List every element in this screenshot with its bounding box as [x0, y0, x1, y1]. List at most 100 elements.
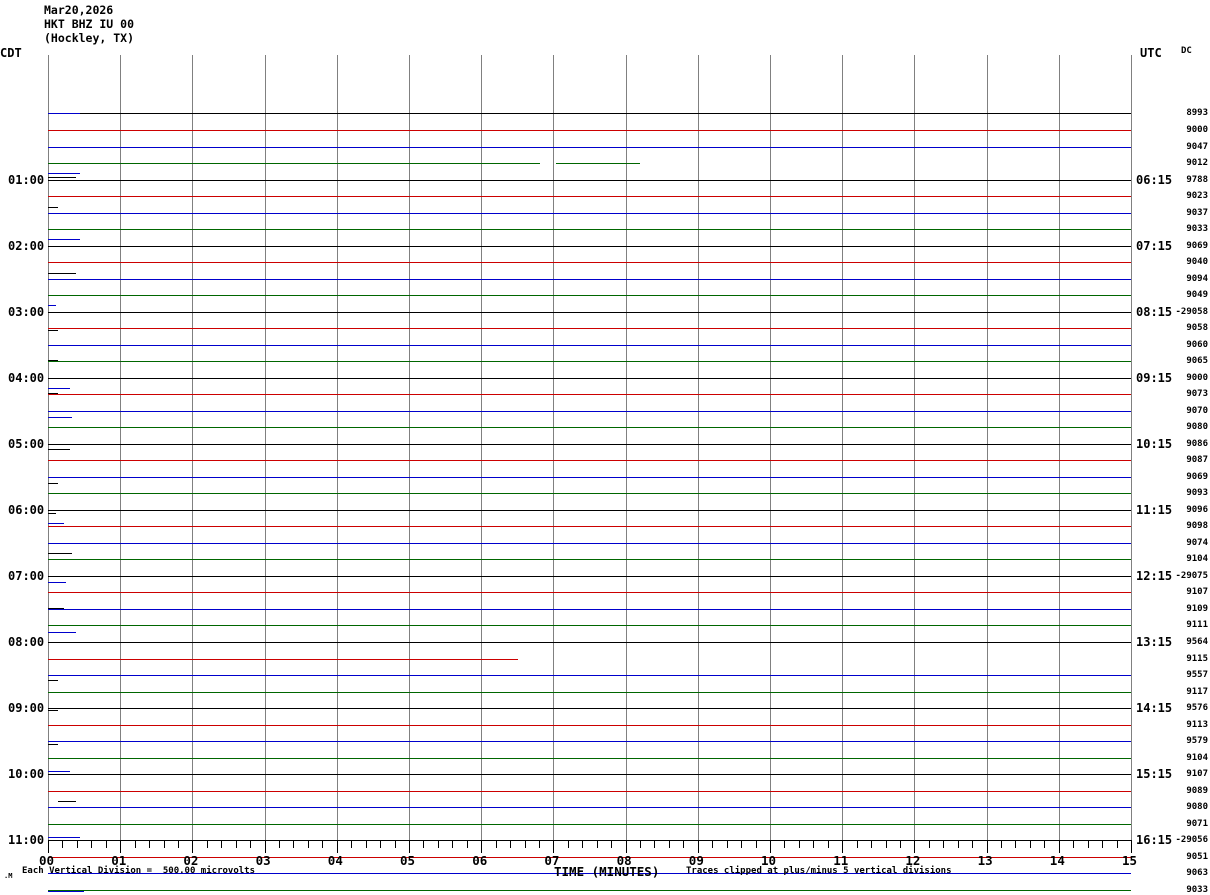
trace-line-23 [48, 493, 1131, 494]
x-tick-minor [423, 840, 424, 848]
x-tick-minor [857, 840, 858, 848]
x-tick-minor [467, 840, 468, 848]
right-time-label-11-15: 11:15 [1136, 503, 1173, 517]
dc-value-40: 9107 [1186, 769, 1208, 779]
trace-onset-mark-2 [48, 177, 76, 178]
x-tick-minor [1044, 840, 1045, 848]
trace-onset-mark-19 [48, 632, 76, 633]
x-tick-minor [510, 840, 511, 848]
trace-line-11 [48, 295, 1131, 296]
x-axis-label-13: 13 [977, 853, 993, 868]
gridline-minute-13 [987, 55, 988, 840]
x-tick-minor [943, 840, 944, 848]
x-tick-minor [62, 840, 63, 848]
x-axis-label-01: 01 [111, 853, 127, 868]
dc-value-39: 9104 [1186, 753, 1208, 763]
trace-line-0 [48, 113, 1131, 114]
gridline-minute-04 [337, 55, 338, 840]
trace-line-1 [48, 130, 1131, 131]
trace-line-45 [48, 857, 1131, 858]
dc-value-31: 9111 [1186, 620, 1208, 630]
x-tick-minor [308, 840, 309, 848]
trace-onset-mark-18 [48, 608, 64, 609]
right-time-label-15-15: 15:15 [1136, 767, 1173, 781]
gridline-minute-11 [842, 55, 843, 840]
trace-line-7 [48, 229, 1131, 230]
x-tick-minor [640, 840, 641, 848]
trace-line-26 [48, 543, 1131, 544]
x-tick-minor [149, 840, 150, 848]
clip-note: Traces clipped at plus/minus 5 vertical … [686, 866, 952, 876]
x-tick-minor [77, 840, 78, 848]
trace-onset-mark-0 [48, 113, 80, 114]
right-timezone-label: UTC [1140, 46, 1162, 60]
corner-glyph: .M [4, 872, 13, 880]
x-tick-minor [727, 840, 728, 848]
dc-value-22: 9069 [1186, 472, 1208, 482]
x-tick-major-13 [987, 840, 988, 853]
x-tick-major-06 [481, 840, 482, 853]
trace-line-25 [48, 526, 1131, 527]
trace-onset-mark-11 [48, 417, 72, 418]
trace-line-13 [48, 328, 1131, 329]
dc-value-28: -29075 [1175, 571, 1208, 581]
x-axis-label-11: 11 [833, 853, 849, 868]
x-tick-minor [236, 840, 237, 848]
dc-value-36: 9576 [1186, 703, 1208, 713]
trace-onset-mark-24 [58, 801, 76, 802]
dc-value-11: 9049 [1186, 290, 1208, 300]
left-time-label-07-00: 07:00 [8, 569, 45, 583]
trace-line-36 [48, 708, 1131, 709]
trace-onset-mark-9 [48, 388, 70, 389]
trace-line-12 [48, 312, 1131, 313]
left-time-label-09-00: 09:00 [8, 701, 45, 715]
gridline-minute-07 [553, 55, 554, 840]
dc-value-15: 9065 [1186, 356, 1208, 366]
right-time-label-10-15: 10:15 [1136, 437, 1173, 451]
trace-line-31 [48, 625, 1131, 626]
trace-line-43 [48, 824, 1131, 825]
x-tick-minor [164, 840, 165, 848]
dc-value-20: 9086 [1186, 439, 1208, 449]
gridline-minute-02 [192, 55, 193, 840]
header-station: HKT BHZ IU 00 [44, 17, 135, 31]
trace-line-20 [48, 444, 1131, 445]
x-tick-minor [1030, 840, 1031, 848]
x-tick-minor [452, 840, 453, 848]
x-axis-line [48, 840, 1131, 841]
right-time-label-07-15: 07:15 [1136, 239, 1173, 253]
dc-value-25: 9098 [1186, 521, 1208, 531]
trace-line-35 [48, 692, 1131, 693]
trace-line-33 [48, 659, 518, 660]
trace-line-32 [48, 642, 1131, 643]
dc-value-18: 9070 [1186, 406, 1208, 416]
x-tick-minor [322, 840, 323, 848]
x-tick-minor [1117, 840, 1118, 848]
right-time-label-08-15: 08:15 [1136, 305, 1173, 319]
x-tick-minor [784, 840, 785, 848]
dc-value-42: 9080 [1186, 802, 1208, 812]
dc-value-14: 9060 [1186, 340, 1208, 350]
x-tick-major-01 [120, 840, 121, 853]
trace-onset-mark-26 [48, 891, 84, 892]
x-axis-label-14: 14 [1049, 853, 1065, 868]
x-tick-minor [611, 840, 612, 848]
dc-value-44: -29056 [1175, 835, 1208, 845]
x-tick-major-09 [698, 840, 699, 853]
x-tick-minor [828, 840, 829, 848]
x-tick-minor [712, 840, 713, 848]
dc-value-1: 9000 [1186, 125, 1208, 135]
x-tick-major-03 [265, 840, 266, 853]
x-tick-minor [756, 840, 757, 848]
trace-line-4 [48, 180, 1131, 181]
x-tick-minor [1088, 840, 1089, 848]
gridline-minute-12 [914, 55, 915, 840]
left-time-label-02-00: 02:00 [8, 239, 45, 253]
dc-value-3: 9012 [1186, 158, 1208, 168]
x-tick-major-04 [337, 840, 338, 853]
gridline-minute-06 [481, 55, 482, 840]
trace-line-15 [48, 361, 1131, 362]
dc-value-12: -29058 [1175, 307, 1208, 317]
x-tick-minor [582, 840, 583, 848]
left-time-label-03-00: 03:00 [8, 305, 45, 319]
